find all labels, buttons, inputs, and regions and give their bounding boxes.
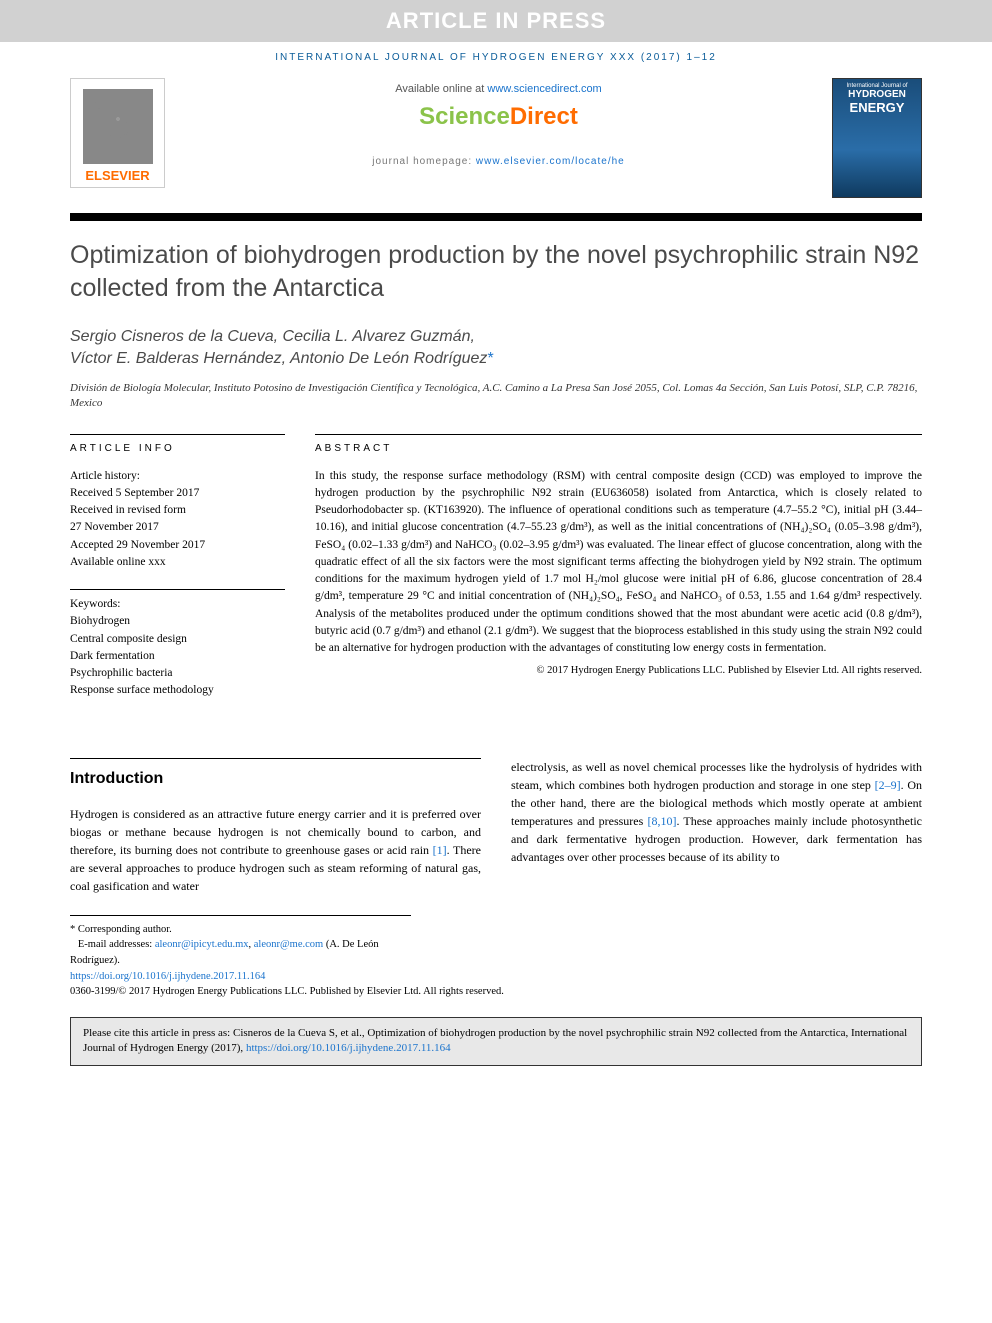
journal-cover-thumbnail: International Journal of HYDROGEN ENERGY	[832, 78, 922, 198]
revised-date-line2: 27 November 2017	[70, 519, 285, 536]
available-online-text: Available online at www.sciencedirect.co…	[185, 83, 812, 95]
citation-doi-link[interactable]: https://doi.org/10.1016/j.ijhydene.2017.…	[246, 1042, 451, 1054]
keyword: Biohydrogen	[70, 613, 285, 630]
sd-logo-direct: Direct	[510, 103, 578, 130]
available-prefix: Available online at	[395, 83, 487, 95]
cover-line1: International Journal of	[833, 79, 921, 89]
keyword: Dark fermentation	[70, 648, 285, 665]
journal-citation-line: INTERNATIONAL JOURNAL OF HYDROGEN ENERGY…	[0, 42, 992, 68]
doi-link[interactable]: https://doi.org/10.1016/j.ijhydene.2017.…	[70, 971, 265, 982]
authors-line-2: Víctor E. Balderas Hernández, Antonio De…	[70, 348, 922, 370]
intro-paragraph-right: electrolysis, as well as novel chemical …	[511, 758, 922, 866]
abstract-copyright: © 2017 Hydrogen Energy Publications LLC.…	[315, 663, 922, 679]
email-line: E-mail addresses: aleonr@ipicyt.edu.mx, …	[70, 937, 411, 969]
sd-logo-science: Science	[419, 103, 510, 130]
elsevier-wordmark: ELSEVIER	[85, 164, 149, 187]
keyword: Central composite design	[70, 631, 285, 648]
revised-date-line1: Received in revised form	[70, 502, 285, 519]
abstract-column: ABSTRACT In this study, the response sur…	[315, 434, 922, 718]
keyword: Psychrophilic bacteria	[70, 665, 285, 682]
abstract-heading: ABSTRACT	[315, 434, 922, 456]
sciencedirect-logo: ScienceDirect	[185, 103, 812, 131]
article-in-press-banner: ARTICLE IN PRESS	[0, 0, 992, 42]
divider-bar	[70, 213, 922, 221]
email-link-1[interactable]: aleonr@ipicyt.edu.mx	[155, 939, 249, 950]
elsevier-tree-icon	[83, 89, 153, 164]
ref-link-8-10[interactable]: [8,10]	[647, 814, 676, 828]
journal-homepage-link[interactable]: www.elsevier.com/locate/he	[476, 156, 625, 167]
keywords-label: Keywords:	[70, 589, 285, 613]
issn-copyright-line: 0360-3199/© 2017 Hydrogen Energy Publica…	[0, 984, 992, 999]
abstract-text: In this study, the response surface meth…	[315, 468, 922, 658]
elsevier-logo: ELSEVIER	[70, 78, 165, 188]
body-column-right: electrolysis, as well as novel chemical …	[511, 758, 922, 895]
article-info-heading: ARTICLE INFO	[70, 434, 285, 456]
corresponding-author-marker: *	[487, 350, 493, 367]
homepage-prefix: journal homepage:	[372, 156, 476, 167]
cover-line2: HYDROGEN	[833, 89, 921, 100]
online-date: Available online xxx	[70, 554, 285, 571]
article-history-label: Article history:	[70, 468, 285, 485]
introduction-heading: Introduction	[70, 758, 481, 791]
keyword: Response surface methodology	[70, 682, 285, 699]
cover-line3: ENERGY	[833, 100, 921, 115]
body-columns: Introduction Hydrogen is considered as a…	[70, 758, 922, 895]
body-column-left: Introduction Hydrogen is considered as a…	[70, 758, 481, 895]
ref-link-2-9[interactable]: [2–9]	[875, 778, 901, 792]
article-info-column: ARTICLE INFO Article history: Received 5…	[70, 434, 285, 718]
email-link-2[interactable]: aleonr@me.com	[254, 939, 323, 950]
journal-header: ELSEVIER Available online at www.science…	[0, 68, 992, 213]
ref-link-1[interactable]: [1]	[433, 843, 447, 857]
authors-block: Sergio Cisneros de la Cueva, Cecilia L. …	[70, 326, 922, 371]
corresponding-author-note: * Corresponding author.	[70, 922, 411, 938]
received-date: Received 5 September 2017	[70, 485, 285, 502]
accepted-date: Accepted 29 November 2017	[70, 537, 285, 554]
article-title: Optimization of biohydrogen production b…	[70, 239, 922, 304]
affiliation: División de Biología Molecular, Institut…	[70, 381, 922, 412]
journal-homepage-text: journal homepage: www.elsevier.com/locat…	[185, 156, 812, 167]
authors-line-1: Sergio Cisneros de la Cueva, Cecilia L. …	[70, 326, 922, 348]
intro-paragraph-left: Hydrogen is considered as an attractive …	[70, 805, 481, 895]
doi-line: https://doi.org/10.1016/j.ijhydene.2017.…	[0, 969, 992, 984]
citation-box: Please cite this article in press as: Ci…	[70, 1017, 922, 1066]
footnotes: * Corresponding author. E-mail addresses…	[70, 915, 411, 969]
sciencedirect-link[interactable]: www.sciencedirect.com	[487, 83, 601, 95]
